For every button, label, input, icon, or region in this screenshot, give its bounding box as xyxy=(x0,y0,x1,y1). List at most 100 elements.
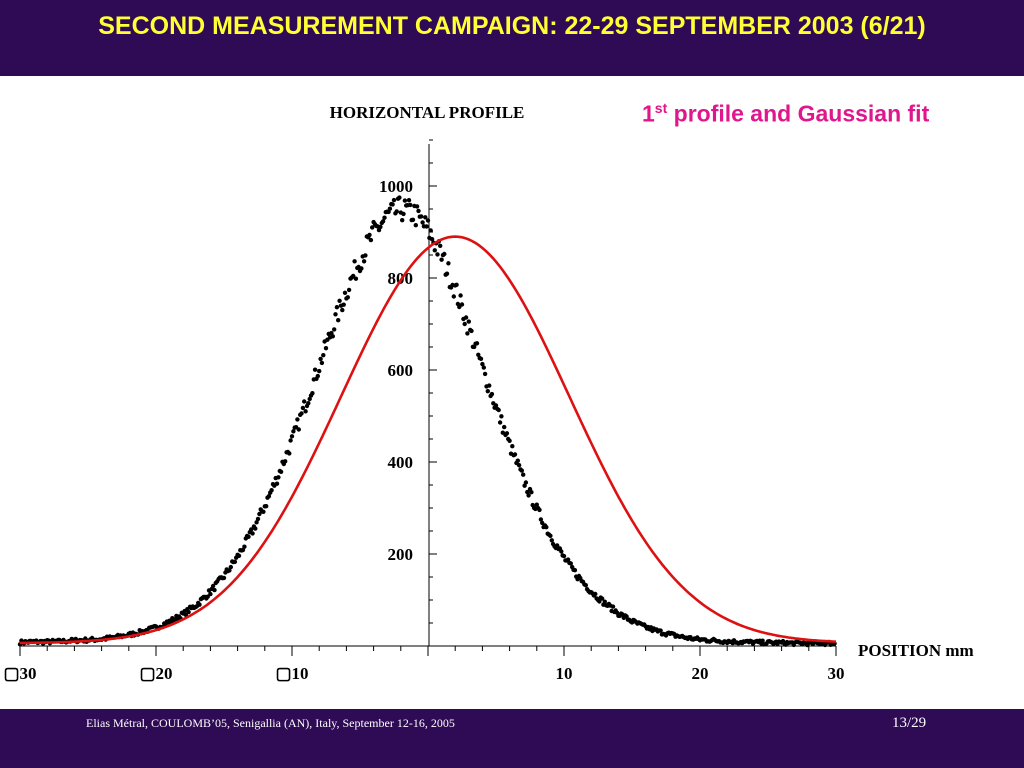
data-point xyxy=(451,294,456,299)
data-point xyxy=(515,458,520,463)
data-point xyxy=(420,220,425,225)
footer-bar xyxy=(0,709,1024,768)
chart-subtitle: 1st profile and Gaussian fit xyxy=(642,100,929,128)
data-point xyxy=(760,638,765,643)
data-point xyxy=(463,315,469,320)
data-point xyxy=(318,356,323,362)
data-point xyxy=(232,559,238,564)
data-point xyxy=(397,195,402,200)
data-point xyxy=(523,480,529,485)
data-point xyxy=(330,334,335,339)
data-point xyxy=(387,206,393,211)
data-point xyxy=(525,489,530,495)
data-point xyxy=(310,391,315,396)
data-point xyxy=(315,373,320,379)
data-point xyxy=(321,353,326,358)
data-point xyxy=(242,544,247,549)
data-point xyxy=(291,429,296,434)
data-point xyxy=(538,517,544,522)
data-point xyxy=(481,365,486,370)
data-point xyxy=(402,198,408,203)
y-tick-label: 1000 xyxy=(379,177,413,196)
data-point xyxy=(424,224,429,229)
data-point xyxy=(559,549,564,554)
data-point xyxy=(419,214,424,219)
data-point xyxy=(333,312,338,317)
data-point xyxy=(413,223,418,228)
data-point xyxy=(416,208,421,214)
data-point xyxy=(583,583,588,588)
data-point xyxy=(363,253,368,258)
page-number: 13/29 xyxy=(892,715,927,731)
data-point xyxy=(264,504,269,509)
data-point xyxy=(597,599,602,604)
x-tick-label: 20 xyxy=(692,664,709,683)
data-point xyxy=(276,475,281,480)
data-point xyxy=(442,251,447,257)
data-point xyxy=(599,596,605,601)
data-point xyxy=(287,451,292,456)
data-point xyxy=(624,614,629,619)
data-point xyxy=(423,215,428,220)
data-point xyxy=(307,396,312,402)
data-point xyxy=(296,427,301,432)
data-point xyxy=(549,538,554,543)
x-tick-label: ▢20 xyxy=(139,664,172,683)
x-tick-label: 30 xyxy=(828,664,845,683)
data-point xyxy=(478,356,484,361)
data-point xyxy=(425,218,431,223)
data-point xyxy=(253,526,258,531)
data-point xyxy=(512,452,518,457)
data-point xyxy=(391,197,397,203)
data-point xyxy=(323,346,329,351)
data-point xyxy=(334,305,340,310)
data-point xyxy=(390,202,395,207)
data-point xyxy=(444,271,450,276)
data-point xyxy=(401,211,406,217)
data-point xyxy=(340,307,345,313)
data-point xyxy=(439,257,444,262)
data-point xyxy=(208,591,213,597)
data-point xyxy=(261,509,266,514)
data-point xyxy=(610,604,616,609)
data-point xyxy=(519,468,524,473)
data-point xyxy=(300,405,306,411)
data-point xyxy=(341,302,346,307)
data-point xyxy=(521,472,526,477)
subtitle-text: profile and Gaussian fit xyxy=(667,100,930,127)
data-point xyxy=(236,553,242,558)
data-point xyxy=(555,543,560,548)
data-point xyxy=(476,352,481,357)
subtitle-superscript: st xyxy=(654,100,668,116)
data-point xyxy=(266,494,272,499)
data-point xyxy=(414,204,420,209)
data-point xyxy=(474,341,480,346)
data-point xyxy=(429,237,435,242)
data-point xyxy=(544,525,549,530)
data-point xyxy=(394,209,399,214)
data-point xyxy=(346,287,352,293)
chart-axes: ▢30 ▢20 ▢10 10 20 30 200 400 600 800 1000 xyxy=(3,139,845,683)
data-point xyxy=(469,328,474,334)
data-point xyxy=(255,516,261,522)
data-point xyxy=(408,202,413,208)
subtitle-number: 1 xyxy=(642,100,655,127)
data-point xyxy=(485,389,490,394)
data-point xyxy=(565,557,571,562)
data-point xyxy=(459,302,465,307)
data-point xyxy=(489,391,495,397)
data-point xyxy=(380,219,386,224)
data-point xyxy=(382,215,387,220)
data-point xyxy=(548,533,553,538)
data-point xyxy=(454,282,459,287)
data-point xyxy=(465,331,470,336)
data-point xyxy=(283,459,288,464)
data-point xyxy=(227,568,232,573)
data-point xyxy=(228,564,233,570)
data-point xyxy=(361,259,367,264)
data-point xyxy=(378,224,383,230)
data-point xyxy=(446,261,451,266)
data-point xyxy=(428,228,433,233)
data-point xyxy=(269,488,274,493)
data-point xyxy=(336,318,341,323)
